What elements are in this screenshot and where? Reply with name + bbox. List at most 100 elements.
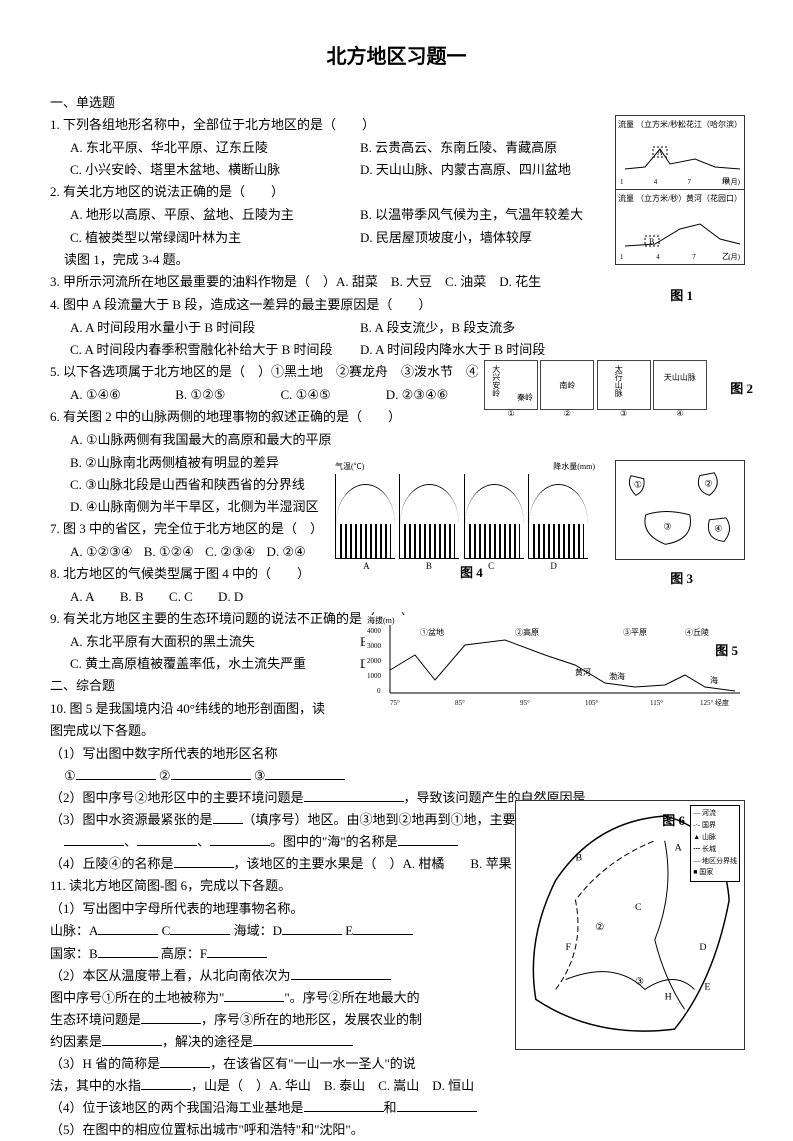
- blank[interactable]: [207, 945, 267, 958]
- svg-text:125° 经度: 125° 经度: [700, 698, 729, 707]
- svg-text:④丘陵: ④丘陵: [685, 628, 709, 637]
- svg-text:B: B: [575, 853, 582, 864]
- svg-text:H: H: [665, 991, 672, 1002]
- q11-p2b: 图中序号①所在的土地被称为""。序号②所在地最大的: [50, 987, 490, 1009]
- svg-text:B: B: [649, 237, 654, 246]
- blank[interactable]: [210, 833, 270, 846]
- svg-text:95°: 95°: [520, 699, 530, 707]
- figure-3-label: 图 3: [670, 568, 693, 590]
- svg-text:C: C: [635, 902, 642, 913]
- blank[interactable]: [102, 1033, 162, 1046]
- blank[interactable]: [76, 767, 156, 780]
- svg-text:85°: 85°: [455, 699, 465, 707]
- svg-text:1000: 1000: [367, 672, 382, 680]
- svg-text:②: ②: [705, 478, 713, 488]
- blank[interactable]: [170, 922, 230, 935]
- q5-opt-c: C. ①④⑤: [281, 384, 361, 406]
- q7-stem: 7. 图 3 中的省区，完全位于北方地区的是（ ）: [50, 518, 350, 540]
- figure-5: 海拔(m) 40003000200010000 ①盆地 ②高原 ③平原 ④丘陵 …: [365, 615, 745, 710]
- blank[interactable]: [282, 922, 342, 935]
- blank[interactable]: [137, 833, 197, 846]
- q8-stem: 8. 北方地区的气候类型属于图 4 中的（ ）: [50, 563, 350, 585]
- q8-opt-c: C. C: [169, 586, 193, 608]
- blank[interactable]: [304, 789, 404, 802]
- blank[interactable]: [64, 833, 124, 846]
- q4-opt-d: D. A 时间段内降水大于 B 时间段: [360, 339, 650, 361]
- svg-text:D: D: [699, 942, 706, 953]
- blank[interactable]: [98, 945, 158, 958]
- q1-opt-a: A. 东北平原、华北平原、辽东丘陵: [70, 137, 360, 159]
- blank[interactable]: [171, 767, 251, 780]
- q11-p2d: 生态环境问题是，序号③所在的地形区，发展农业的制: [50, 1009, 490, 1031]
- svg-text:A: A: [675, 843, 683, 854]
- blank[interactable]: [353, 922, 413, 935]
- blank[interactable]: [291, 967, 391, 980]
- svg-text:4000: 4000: [367, 627, 382, 635]
- figure-1-label: 图 1: [670, 285, 693, 307]
- blank[interactable]: [265, 767, 345, 780]
- svg-text:A: A: [657, 148, 663, 157]
- q4-stem: 4. 图中 A 段流量大于 B 段，造成这一差异的最主要原因是（ ）: [50, 294, 743, 316]
- svg-text:海拔(m): 海拔(m): [367, 615, 395, 625]
- q2-opt-d: D. 民居屋顶坡度小，墙体较厚: [360, 227, 650, 249]
- q8-opt-b: B. B: [120, 586, 144, 608]
- figure-6-label: 图 6: [662, 810, 685, 832]
- q1-opt-b: B. 云贵高云、东南丘陵、青藏高原: [360, 137, 650, 159]
- figure-2-label: 图 2: [730, 378, 753, 400]
- svg-text:④: ④: [714, 524, 722, 534]
- figure-1: 流量 （立方米/秒） 松花江（哈尔滨） A 甲 14710(月) 流量 （立方米…: [615, 115, 745, 265]
- q5-opt-a: A. ①④⑥: [70, 384, 150, 406]
- blank[interactable]: [304, 1099, 384, 1112]
- q8-opt-a: A. A: [70, 586, 95, 608]
- svg-text:0: 0: [377, 687, 381, 695]
- blank[interactable]: [397, 1099, 477, 1112]
- svg-text:①: ①: [634, 479, 642, 489]
- q11-p5: （5）在图中的相应位置标出城市"呼和浩特"和"沈阳"。: [50, 1119, 490, 1141]
- q4-opt-a: A. A 时间段用水量小于 B 时间段: [70, 317, 360, 339]
- q7-opt-d: D. ②④: [267, 541, 306, 563]
- svg-text:E: E: [704, 981, 710, 992]
- q11-p3a: （3）H 省的简称是，在该省区有"一山一水一圣人"的说: [50, 1053, 490, 1075]
- blank[interactable]: [141, 1011, 201, 1024]
- svg-text:105°: 105°: [585, 699, 599, 707]
- blank[interactable]: [213, 811, 243, 824]
- q8-opt-d: D. D: [218, 586, 243, 608]
- svg-text:黄河: 黄河: [575, 667, 591, 677]
- svg-text:2000: 2000: [367, 657, 382, 665]
- q7-opt-b: B. ①②④: [144, 541, 194, 563]
- blank[interactable]: [174, 855, 234, 868]
- svg-text:③: ③: [635, 976, 644, 987]
- q11-p2a: （2）本区从温度带上看，从北向南依次为: [50, 965, 490, 987]
- q11-p4: （4）位于该地区的两个我国沿海工业基地是和: [50, 1097, 490, 1119]
- q6-opt-a: A. ①山脉两侧有我国最大的高原和最大的平原: [50, 429, 490, 451]
- q5-opt-b: B. ①②⑤: [175, 384, 255, 406]
- blank[interactable]: [224, 989, 284, 1002]
- q11-p3c: 法，其中的水指，山是（ ）A. 华山 B. 泰山 C. 嵩山 D. 恒山: [50, 1075, 490, 1097]
- q3: 3. 甲所示河流所在地区最重要的油料作物是（ ）A. 甜菜 B. 大豆 C. 油…: [50, 271, 743, 293]
- section-1-heading: 一、单选题: [50, 92, 743, 114]
- q10-p1: （1）写出图中数字所代表的地形区名称: [50, 743, 743, 765]
- q5-opt-d: D. ②③④⑥: [386, 384, 466, 406]
- blank[interactable]: [141, 1077, 191, 1090]
- blank[interactable]: [253, 1033, 353, 1046]
- q9-opt-a: A. 东北平原有大面积的黑土流失: [70, 631, 360, 653]
- svg-text:75°: 75°: [390, 699, 400, 707]
- blank[interactable]: [160, 1055, 210, 1068]
- figure-4: 气温(℃)降水量(mm) ABCD: [335, 460, 595, 565]
- svg-text:海: 海: [710, 675, 718, 685]
- page-title: 北方地区习题一: [50, 40, 743, 74]
- q11-p2f: 约因素是，解决的途径是: [50, 1031, 490, 1053]
- svg-text:③: ③: [663, 522, 671, 532]
- q11-p1-row2: 国家：B 高原：F: [50, 943, 490, 965]
- blank[interactable]: [398, 833, 458, 846]
- q1-opt-c: C. 小兴安岭、塔里木盆地、横断山脉: [70, 159, 360, 181]
- q7-opt-a: A. ①②③④: [70, 541, 133, 563]
- svg-text:②: ②: [595, 922, 604, 933]
- q10-p1-blanks: ① ② ③: [50, 765, 743, 787]
- figure-6: — 河流 -·- 国界 ▲ 山脉 ┅ 长城 — 地区分界线 ■ 国家 A B C…: [515, 800, 745, 1050]
- blank[interactable]: [98, 922, 158, 935]
- figure-3: ① ② ③ ④: [615, 460, 745, 560]
- q9-opt-c: C. 黄土高原植被覆盖率低，水土流失严重: [70, 653, 360, 675]
- q2-opt-b: B. 以温带季风气候为主，气温年较差大: [360, 204, 650, 226]
- q1-opt-d: D. 天山山脉、内蒙古高原、四川盆地: [360, 159, 650, 181]
